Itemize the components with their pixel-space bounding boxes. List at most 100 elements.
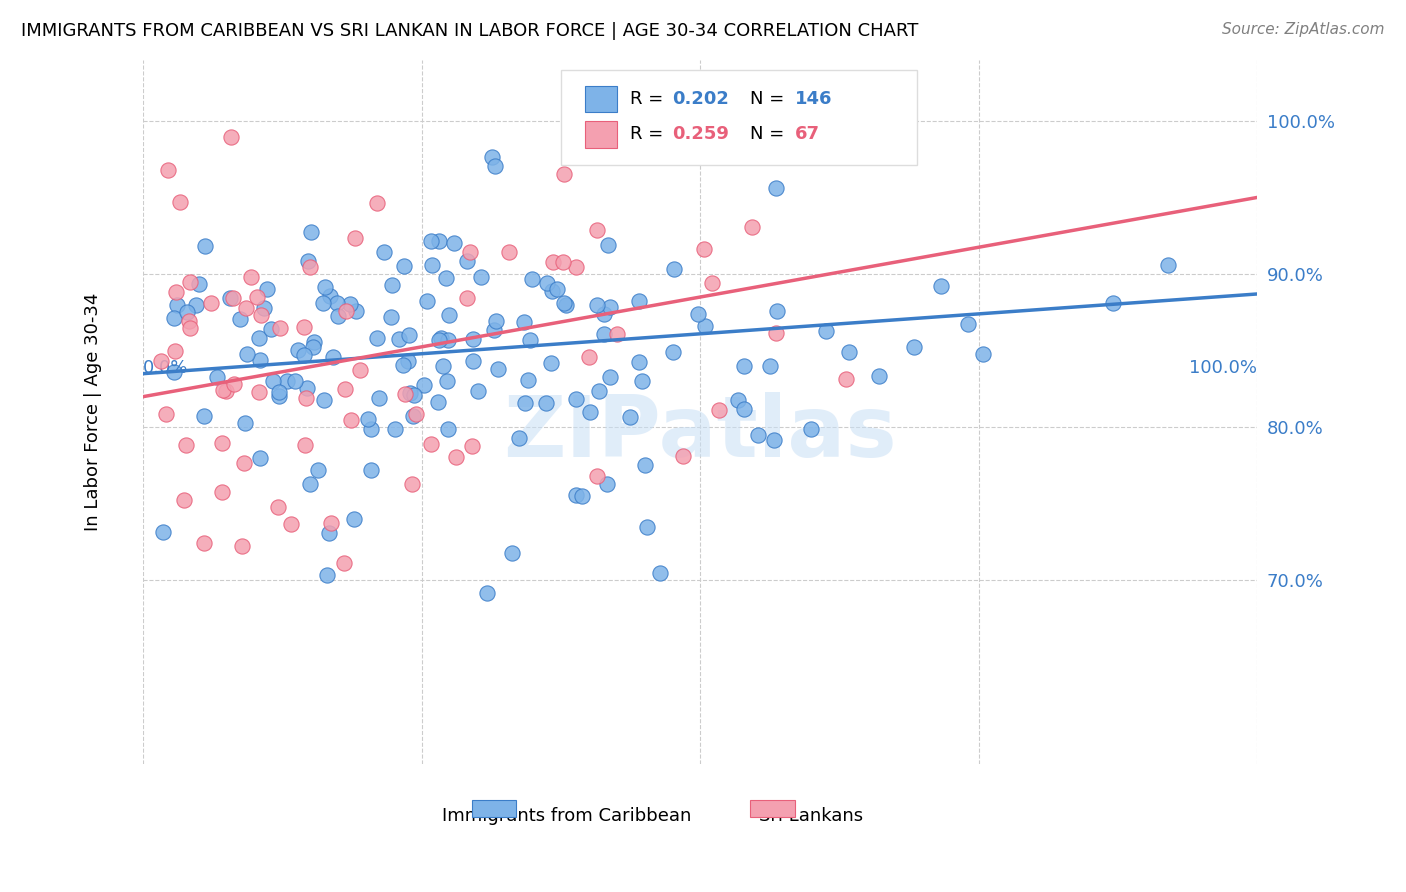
Point: [420, 259, 443, 273]
Point: [599, 370, 621, 384]
Point: [218, 291, 240, 305]
Point: [179, 321, 201, 335]
Bar: [472, 799, 516, 817]
Point: [349, 363, 371, 377]
Point: [513, 314, 536, 328]
Point: [565, 260, 588, 275]
Text: Sri Lankans: Sri Lankans: [759, 806, 863, 824]
Point: [596, 238, 619, 252]
Point: [443, 235, 465, 250]
Point: [485, 313, 508, 327]
Point: [165, 344, 187, 359]
Point: [541, 284, 564, 298]
Point: [540, 356, 562, 370]
Point: [269, 321, 291, 335]
Point: [486, 362, 509, 376]
Point: [628, 355, 651, 369]
Point: [302, 340, 325, 354]
Point: [863, 146, 886, 161]
Point: [163, 365, 186, 379]
Point: [184, 297, 207, 311]
Point: [312, 296, 335, 310]
Point: [315, 568, 337, 582]
Bar: [751, 799, 794, 817]
Point: [188, 277, 211, 291]
Point: [553, 254, 575, 268]
Point: [664, 261, 686, 276]
Point: [571, 489, 593, 503]
Point: [475, 586, 498, 600]
Point: [693, 318, 716, 333]
Point: [194, 239, 217, 253]
Point: [546, 282, 568, 296]
Point: [634, 458, 657, 472]
Point: [299, 225, 322, 239]
Point: [152, 525, 174, 540]
Point: [294, 438, 316, 452]
Point: [733, 359, 755, 373]
Point: [356, 411, 378, 425]
Point: [212, 383, 235, 397]
Text: N =: N =: [751, 90, 790, 108]
Point: [307, 463, 329, 477]
Point: [360, 421, 382, 435]
Point: [429, 331, 451, 345]
Point: [702, 276, 724, 290]
Text: IMMIGRANTS FROM CARIBBEAN VS SRI LANKAN IN LABOR FORCE | AGE 30-34 CORRELATION C: IMMIGRANTS FROM CARIBBEAN VS SRI LANKAN …: [21, 22, 918, 40]
Point: [605, 326, 627, 341]
Point: [149, 354, 172, 368]
Point: [231, 539, 253, 553]
Point: [436, 422, 458, 436]
Point: [319, 289, 342, 303]
Point: [436, 375, 458, 389]
Point: [200, 295, 222, 310]
Point: [470, 270, 492, 285]
Point: [398, 328, 420, 343]
Point: [456, 292, 478, 306]
Point: [380, 310, 402, 324]
Point: [368, 391, 391, 405]
Point: [211, 436, 233, 450]
Point: [314, 280, 336, 294]
Text: R =: R =: [630, 125, 669, 144]
Point: [328, 310, 350, 324]
Point: [766, 304, 789, 318]
Point: [343, 512, 366, 526]
Point: [835, 372, 858, 386]
Point: [437, 309, 460, 323]
Point: [565, 392, 588, 406]
Point: [463, 332, 485, 346]
Point: [260, 322, 283, 336]
Point: [318, 525, 340, 540]
Point: [381, 277, 404, 292]
Text: 0.202: 0.202: [672, 90, 730, 108]
Point: [174, 438, 197, 452]
Point: [250, 308, 273, 322]
Point: [541, 254, 564, 268]
Point: [956, 317, 979, 331]
Text: R =: R =: [630, 90, 669, 108]
Text: 100.0%: 100.0%: [1189, 359, 1257, 377]
Point: [262, 374, 284, 388]
Point: [434, 270, 457, 285]
Point: [245, 290, 267, 304]
Point: [333, 382, 356, 396]
Point: [247, 384, 270, 399]
Point: [522, 272, 544, 286]
Text: Immigrants from Caribbean: Immigrants from Caribbean: [441, 806, 692, 824]
Point: [416, 293, 439, 308]
Point: [392, 259, 415, 273]
Point: [427, 333, 450, 347]
Point: [467, 384, 489, 398]
Point: [630, 374, 652, 388]
Point: [340, 413, 363, 427]
Point: [693, 242, 716, 256]
Point: [236, 347, 259, 361]
Point: [578, 351, 600, 365]
Point: [498, 244, 520, 259]
Point: [412, 378, 434, 392]
Point: [211, 485, 233, 500]
Point: [636, 519, 658, 533]
Point: [193, 409, 215, 423]
Point: [402, 388, 425, 402]
